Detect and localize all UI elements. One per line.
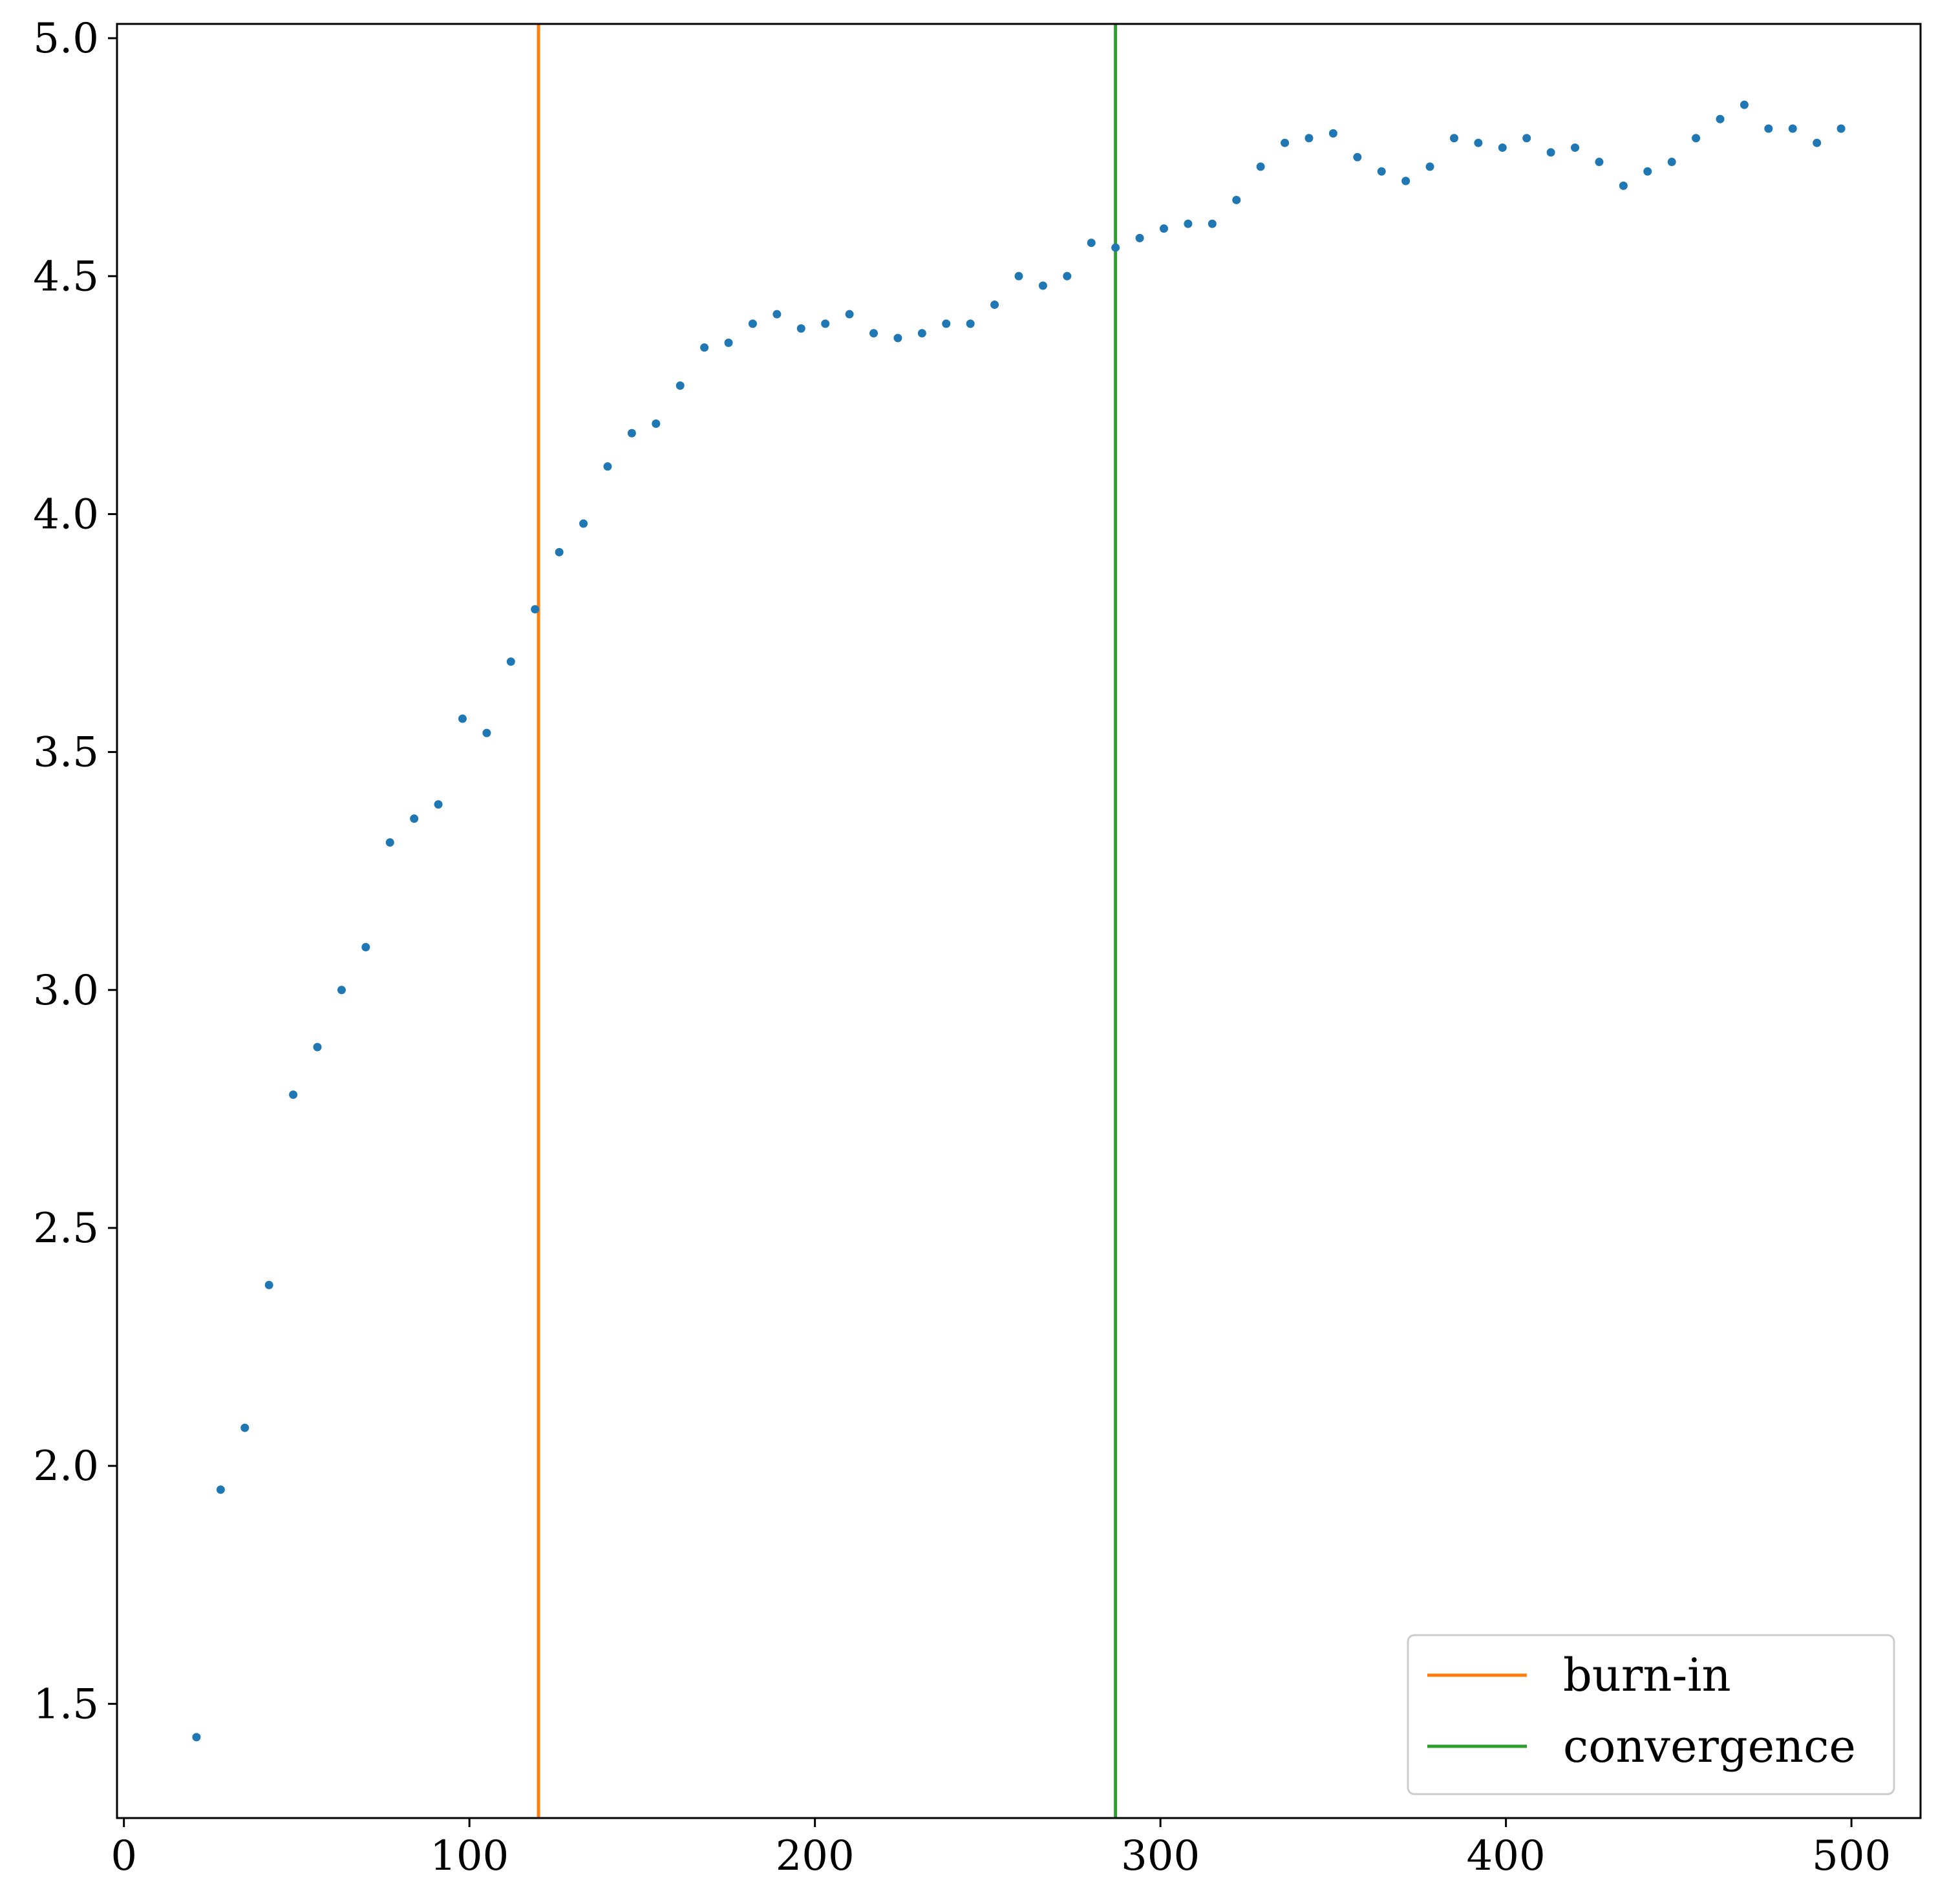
data-point [652, 419, 661, 428]
x-tick-label: 0 [111, 1832, 137, 1880]
data-point [1546, 148, 1555, 157]
data-point [942, 319, 951, 328]
data-point [990, 300, 999, 309]
data-point [531, 605, 540, 614]
legend-label-burn-in: burn-in [1563, 1649, 1731, 1702]
data-point [337, 986, 346, 995]
y-tick-label: 2.5 [33, 1205, 99, 1253]
data-point [1667, 158, 1676, 167]
y-tick-label: 5.0 [33, 15, 99, 63]
x-tick-label: 200 [776, 1832, 855, 1880]
data-point [1377, 167, 1386, 176]
data-point [966, 319, 975, 328]
data-point [1232, 195, 1241, 204]
data-point [1474, 138, 1483, 147]
data-point [917, 329, 926, 338]
x-tick-label: 500 [1812, 1832, 1891, 1880]
data-point [1256, 162, 1265, 171]
y-tick-label: 4.0 [33, 491, 99, 538]
vertical-lines [537, 24, 1118, 1818]
data-point [1498, 143, 1507, 152]
data-point [796, 324, 805, 333]
data-point [410, 814, 419, 823]
data-point [1788, 124, 1797, 133]
data-point [627, 428, 636, 438]
data-point [264, 1280, 273, 1289]
data-point [1063, 271, 1072, 280]
data-point [869, 329, 878, 338]
y-tick-label: 3.0 [33, 967, 99, 1015]
data-point [216, 1485, 225, 1494]
data-point [845, 310, 854, 319]
data-point [506, 657, 515, 666]
data-point [1813, 138, 1822, 147]
y-tick-label: 1.5 [33, 1680, 99, 1728]
data-point [385, 838, 394, 847]
data-point [1353, 153, 1362, 162]
plot-frame [116, 23, 1922, 1819]
data-point [313, 1042, 322, 1052]
data-point [748, 319, 757, 328]
data-point [1619, 181, 1628, 190]
legend-box [1407, 1634, 1895, 1795]
data-point [458, 714, 467, 723]
data-point [1522, 134, 1531, 143]
x-tick-label: 300 [1121, 1832, 1200, 1880]
data-point [1184, 219, 1193, 228]
y-tick-label: 4.5 [33, 253, 99, 301]
data-point [1014, 271, 1023, 280]
data-point [1328, 129, 1337, 138]
data-point [893, 333, 902, 343]
data-point [1837, 124, 1846, 133]
data-point [1401, 176, 1411, 185]
x-axis: 0 100 200 300 400 500 [111, 1818, 1891, 1880]
x-tick-label: 400 [1467, 1832, 1546, 1880]
x-tick-label: 100 [430, 1832, 509, 1880]
y-tick-label: 2.0 [33, 1443, 99, 1490]
data-points [192, 100, 1846, 1742]
data-point [361, 942, 370, 951]
data-point [240, 1423, 250, 1432]
data-point [1449, 134, 1458, 143]
data-point [1304, 134, 1314, 143]
data-point [434, 800, 443, 809]
data-point [579, 519, 588, 528]
data-point [821, 319, 830, 328]
data-point [482, 728, 491, 737]
y-tick-label: 3.5 [33, 729, 99, 777]
data-point [1208, 219, 1217, 228]
data-point [192, 1733, 201, 1742]
data-point [1740, 100, 1749, 109]
data-point [1595, 158, 1604, 167]
data-point [555, 547, 564, 556]
data-point [1281, 138, 1290, 147]
data-point [1643, 167, 1652, 176]
data-point [1425, 162, 1434, 171]
data-point [289, 1090, 298, 1099]
data-point [1159, 224, 1168, 233]
data-point [772, 310, 782, 319]
data-point [1135, 233, 1144, 242]
data-point [676, 381, 685, 390]
y-axis: 1.5 2.0 2.5 3.0 3.5 4.0 4.5 5.0 [33, 15, 117, 1728]
data-point [1038, 281, 1047, 290]
data-point [700, 343, 709, 352]
data-point [1111, 243, 1120, 252]
data-point [1692, 134, 1701, 143]
data-point [1764, 124, 1773, 133]
data-point [1087, 238, 1096, 248]
legend: burn-in convergence [1407, 1634, 1895, 1795]
data-point [1571, 143, 1580, 152]
legend-label-convergence: convergence [1563, 1720, 1856, 1773]
data-point [603, 462, 612, 471]
data-point [724, 338, 733, 347]
data-point [1716, 114, 1725, 123]
